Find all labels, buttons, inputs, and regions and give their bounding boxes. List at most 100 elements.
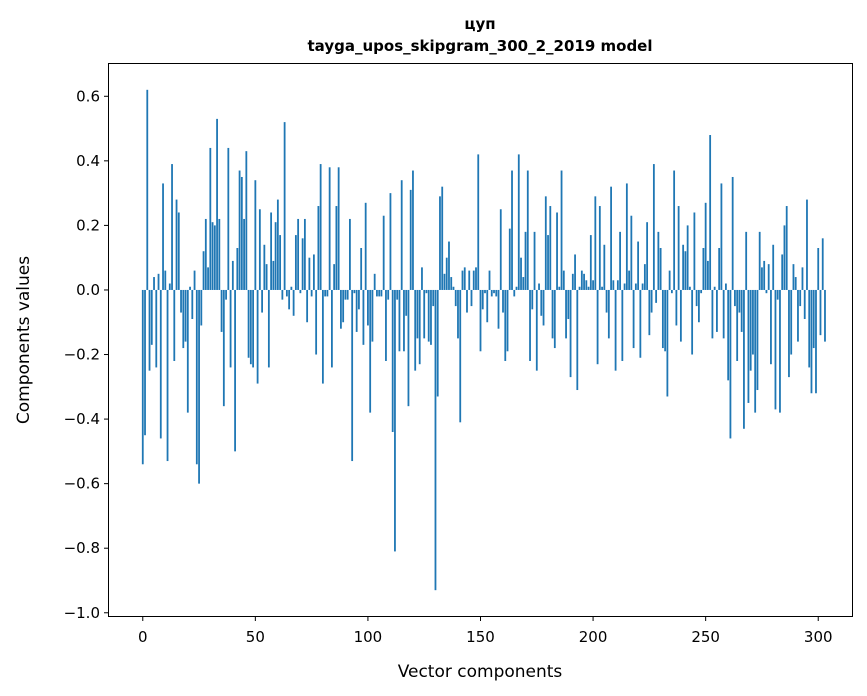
bar xyxy=(418,289,421,365)
bar xyxy=(141,289,144,465)
bar xyxy=(576,289,579,391)
chart-subtitle: tayga_upos_skipgram_300_2_2019 model xyxy=(308,37,653,55)
bar xyxy=(781,254,784,290)
bar xyxy=(240,176,243,290)
bar xyxy=(810,289,813,394)
bar xyxy=(700,289,703,294)
bar xyxy=(407,289,410,407)
bar xyxy=(736,289,739,361)
bar xyxy=(623,283,626,290)
y-tick-label: 0.4 xyxy=(76,152,100,170)
y-tick-label: 0.2 xyxy=(76,216,100,234)
bar xyxy=(319,164,322,290)
bar xyxy=(639,289,642,358)
bar xyxy=(790,289,793,355)
bar xyxy=(276,199,279,290)
bar xyxy=(400,180,403,290)
bar xyxy=(333,264,336,290)
bar xyxy=(641,283,644,290)
bar xyxy=(569,289,572,378)
bar xyxy=(616,280,619,290)
bar xyxy=(463,267,466,290)
bar xyxy=(727,289,730,381)
bar xyxy=(729,289,732,439)
bar xyxy=(146,89,149,290)
x-tick-label: 100 xyxy=(354,628,383,646)
bar xyxy=(382,215,385,290)
bar xyxy=(544,196,547,290)
bar xyxy=(648,289,651,336)
bar xyxy=(792,264,795,290)
bar xyxy=(292,289,295,316)
bar xyxy=(659,248,662,290)
bar xyxy=(763,260,766,290)
bar xyxy=(308,257,311,290)
bar xyxy=(799,289,802,307)
bar xyxy=(661,289,664,349)
bar xyxy=(560,170,563,290)
bar xyxy=(513,289,516,297)
bar xyxy=(779,289,781,413)
bar xyxy=(436,289,439,397)
bar xyxy=(551,289,554,339)
bar xyxy=(774,289,777,410)
bar xyxy=(405,289,408,316)
bar xyxy=(587,286,590,290)
bar xyxy=(785,206,788,290)
bar xyxy=(164,270,167,290)
bar xyxy=(632,289,635,349)
bar xyxy=(213,225,216,290)
bar xyxy=(756,289,759,391)
bar xyxy=(211,222,214,290)
bar xyxy=(310,289,313,297)
bar xyxy=(556,212,558,290)
bar xyxy=(643,264,646,290)
bar xyxy=(355,289,358,332)
bar xyxy=(743,289,745,429)
bar xyxy=(657,231,660,290)
bar xyxy=(486,289,489,323)
bar xyxy=(216,118,218,290)
bar xyxy=(396,289,399,300)
bar xyxy=(668,270,671,290)
bar xyxy=(515,286,518,290)
bar xyxy=(173,289,176,361)
bar xyxy=(637,241,640,290)
bar xyxy=(265,264,268,290)
bar xyxy=(283,122,286,290)
bar xyxy=(619,231,621,290)
bar xyxy=(272,260,275,290)
bar xyxy=(788,289,790,378)
bar xyxy=(477,154,480,290)
bar xyxy=(175,199,178,290)
bar xyxy=(664,289,667,352)
bar xyxy=(364,202,367,290)
bar xyxy=(540,289,543,316)
bar xyxy=(155,289,158,368)
bar xyxy=(186,289,189,413)
bar xyxy=(414,289,417,371)
bar xyxy=(229,289,232,368)
bar xyxy=(358,289,360,310)
bar xyxy=(227,147,230,290)
bar xyxy=(461,270,464,290)
bar xyxy=(765,289,768,294)
bar xyxy=(443,273,446,290)
bar xyxy=(337,167,340,290)
y-tick-label: −0.6 xyxy=(64,475,100,493)
bar xyxy=(819,289,822,336)
bar xyxy=(317,206,320,290)
bar xyxy=(369,289,372,413)
bar xyxy=(439,196,441,290)
bar xyxy=(749,289,752,371)
bar xyxy=(204,218,207,290)
bar xyxy=(340,289,342,329)
bar xyxy=(371,289,374,342)
bar xyxy=(184,289,187,342)
bar xyxy=(245,151,248,290)
bar xyxy=(450,277,453,290)
x-axis-ticks: 0 50 100 150 200 250 300 xyxy=(138,616,833,646)
x-tick-label: 200 xyxy=(579,628,608,646)
bar xyxy=(583,273,585,290)
bar xyxy=(297,218,300,290)
